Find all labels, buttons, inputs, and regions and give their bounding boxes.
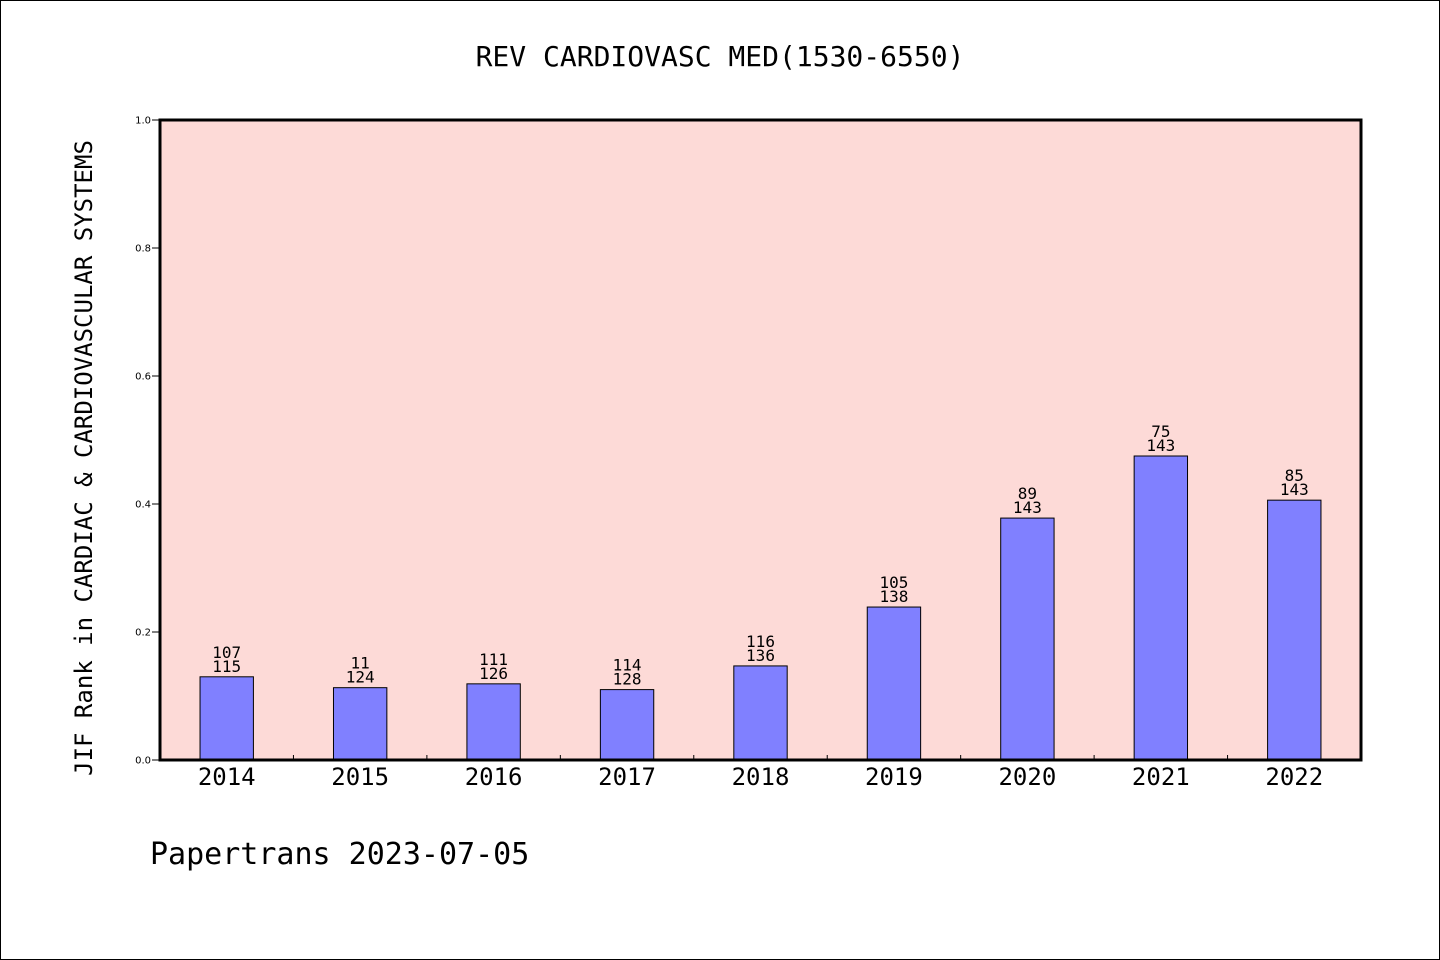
x-tick-label: 2021 [1132, 763, 1190, 791]
bar-2017 [599, 689, 655, 761]
x-tick-label: 2015 [331, 763, 389, 791]
data-label-total: 143 [1146, 436, 1175, 455]
bar-2020 [1000, 517, 1055, 761]
x-tick-label: 2022 [1265, 763, 1323, 791]
x-tick-label: 2016 [465, 763, 523, 791]
data-label-rank: 11 [351, 654, 370, 673]
data-label-total: 136 [746, 646, 775, 665]
y-tick-label: 0.8 [135, 244, 151, 255]
data-label-total: 126 [479, 664, 508, 683]
data-label-rank: 114 [613, 656, 642, 675]
bar-2021 [1133, 455, 1189, 761]
y-tick-label: 0.6 [135, 372, 151, 383]
x-tick-label: 2020 [998, 763, 1056, 791]
bar-2016 [466, 683, 521, 761]
axis-ticks: 0.0 0.2 0.4 0.6 0.8 1.0 2014 2015 2016 2017 2018 20… [135, 116, 1323, 792]
data-label-rank: 75 [1151, 422, 1170, 441]
bar-2022 [1267, 499, 1322, 761]
data-label-rank: 105 [879, 573, 908, 592]
data-label-rank: 116 [746, 632, 775, 651]
data-label-total: 143 [1013, 498, 1042, 517]
data-label-rank: 107 [212, 643, 241, 662]
data-label-rank: 85 [1285, 466, 1304, 485]
data-label-total: 124 [346, 668, 375, 687]
bar-2015 [332, 687, 388, 761]
data-label-total: 143 [1280, 480, 1309, 499]
y-tick-label: 0.0 [135, 756, 151, 767]
x-tick-label: 2019 [865, 763, 923, 791]
data-label-total: 128 [613, 670, 642, 689]
bars [199, 455, 1322, 761]
x-tick-label: 2018 [732, 763, 790, 791]
bar-2014 [199, 676, 254, 761]
bar-2019 [866, 606, 922, 761]
plot-border [158, 118, 1363, 762]
y-axis-label: JIF Rank in CARDIAC & CARDIOVASCULAR SYS… [70, 140, 98, 776]
y-tick-label: 0.4 [135, 500, 151, 511]
chart-title: REV CARDIOVASC MED(1530-6550) [476, 40, 965, 73]
footer-text: Papertrans 2023-07-05 [150, 837, 529, 872]
y-tick-label: 0.2 [135, 628, 151, 639]
x-tick-label: 2014 [198, 763, 256, 791]
data-label-rank: 89 [1018, 484, 1037, 503]
bar-2018 [733, 665, 788, 761]
x-tick-label: 2017 [598, 763, 656, 791]
data-label-rank: 111 [479, 650, 508, 669]
y-tick-label: 1.0 [135, 116, 151, 127]
data-label-total: 115 [212, 657, 241, 676]
data-label-total: 138 [879, 587, 908, 606]
